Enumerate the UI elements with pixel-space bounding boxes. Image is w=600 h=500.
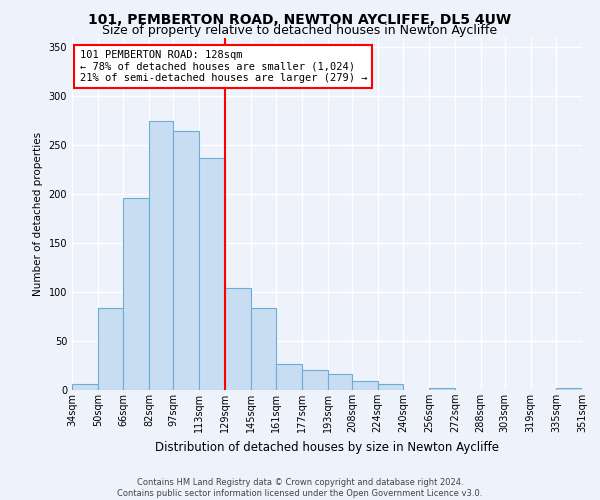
Bar xyxy=(98,308,124,390)
Bar xyxy=(328,374,352,390)
Bar xyxy=(225,288,251,390)
Bar xyxy=(302,370,328,390)
Text: Contains HM Land Registry data © Crown copyright and database right 2024.
Contai: Contains HM Land Registry data © Crown c… xyxy=(118,478,482,498)
Bar xyxy=(352,381,377,390)
Bar xyxy=(377,384,403,390)
X-axis label: Distribution of detached houses by size in Newton Aycliffe: Distribution of detached houses by size … xyxy=(155,440,499,454)
Y-axis label: Number of detached properties: Number of detached properties xyxy=(33,132,43,296)
Bar xyxy=(277,364,302,390)
Bar xyxy=(251,308,277,390)
Bar xyxy=(556,388,582,390)
Text: 101, PEMBERTON ROAD, NEWTON AYCLIFFE, DL5 4UW: 101, PEMBERTON ROAD, NEWTON AYCLIFFE, DL… xyxy=(88,12,512,26)
Bar xyxy=(72,384,98,390)
Bar xyxy=(173,130,199,390)
Text: Size of property relative to detached houses in Newton Aycliffe: Size of property relative to detached ho… xyxy=(103,24,497,37)
Text: 101 PEMBERTON ROAD: 128sqm
← 78% of detached houses are smaller (1,024)
21% of s: 101 PEMBERTON ROAD: 128sqm ← 78% of deta… xyxy=(80,50,367,83)
Bar xyxy=(199,158,225,390)
Bar xyxy=(149,120,173,390)
Bar xyxy=(124,198,149,390)
Bar xyxy=(429,388,455,390)
